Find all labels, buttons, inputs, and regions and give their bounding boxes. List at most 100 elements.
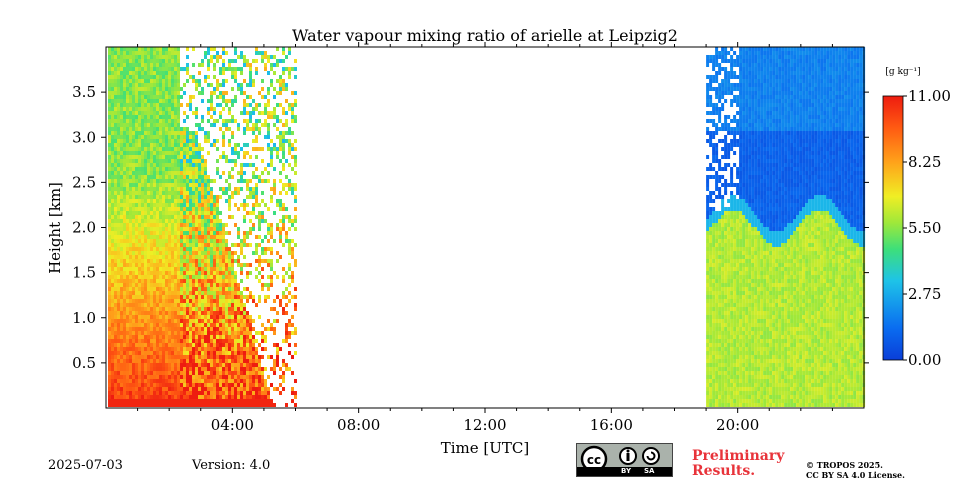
heatmap-cell	[288, 219, 291, 223]
heatmap-cell	[733, 87, 737, 91]
heatmap-cell	[117, 371, 120, 375]
heatmap-cell	[159, 111, 162, 115]
heatmap-cell	[706, 179, 710, 183]
heatmap-cell	[108, 75, 111, 79]
heatmap-cell	[198, 391, 201, 395]
heatmap-cell	[237, 359, 240, 363]
heatmap-cell	[165, 219, 168, 223]
heatmap-cell	[171, 307, 174, 311]
heatmap-cell	[222, 331, 225, 335]
heatmap-cell	[276, 295, 279, 299]
heatmap-cell	[174, 279, 177, 283]
heatmap-cell	[246, 315, 249, 319]
heatmap-cell	[216, 303, 219, 307]
heatmap-cell	[183, 287, 186, 291]
heatmap-cell	[201, 307, 204, 311]
heatmap-cell	[165, 331, 168, 335]
heatmap-cell	[177, 203, 180, 207]
heatmap-cell	[192, 95, 195, 99]
heatmap-cell	[213, 359, 216, 363]
heatmap-cell	[721, 95, 725, 99]
heatmap-cell	[192, 227, 195, 231]
heatmap-cell	[150, 123, 153, 127]
heatmap-cell	[120, 223, 123, 227]
heatmap-cell	[279, 227, 282, 231]
heatmap-cell	[712, 383, 716, 387]
heatmap-cell	[135, 263, 138, 267]
heatmap-cell	[126, 75, 129, 79]
heatmap-cell	[111, 375, 114, 379]
heatmap-cell	[108, 155, 111, 159]
heatmap-cell	[261, 159, 264, 163]
heatmap-cell	[727, 283, 731, 287]
heatmap-cell	[273, 111, 276, 115]
heatmap-cell	[138, 203, 141, 207]
heatmap-cell	[117, 259, 120, 263]
heatmap-cell	[255, 363, 258, 367]
heatmap-cell	[174, 87, 177, 91]
heatmap-cell	[216, 171, 219, 175]
heatmap-cell	[165, 207, 168, 211]
heatmap-cell	[201, 119, 204, 123]
heatmap-cell	[111, 279, 114, 283]
heatmap-cell	[718, 163, 722, 167]
heatmap-cell	[111, 371, 114, 375]
heatmap-cell	[120, 143, 123, 147]
heatmap-cell	[108, 283, 111, 287]
heatmap-cell	[201, 347, 204, 351]
heatmap-cell	[123, 387, 126, 391]
heatmap-cell	[111, 67, 114, 71]
heatmap-cell	[144, 59, 147, 63]
heatmap-cell	[219, 211, 222, 215]
heatmap-cell	[111, 71, 114, 75]
heatmap-cell	[282, 215, 285, 219]
heatmap-cell	[219, 55, 222, 59]
heatmap-cell	[120, 195, 123, 199]
heatmap-cell	[174, 219, 177, 223]
heatmap-cell	[261, 79, 264, 83]
heatmap-cell	[180, 319, 183, 323]
heatmap-cell	[294, 303, 297, 307]
heatmap-cell	[231, 359, 234, 363]
heatmap-cell	[159, 355, 162, 359]
heatmap-cell	[138, 147, 141, 151]
heatmap-cell	[706, 371, 710, 375]
heatmap-cell	[168, 147, 171, 151]
heatmap-cell	[712, 323, 716, 327]
heatmap-cell	[156, 131, 159, 135]
heatmap-cell	[715, 367, 719, 371]
heatmap-cell	[135, 111, 138, 115]
heatmap-cell	[168, 291, 171, 295]
heatmap-cell	[165, 327, 168, 331]
heatmap-cell	[709, 135, 713, 139]
heatmap-cell	[159, 275, 162, 279]
heatmap-cell	[261, 55, 264, 59]
heatmap-cell	[165, 319, 168, 323]
heatmap-cell	[249, 211, 252, 215]
heatmap-cell	[228, 63, 231, 67]
heatmap-cell	[712, 343, 716, 347]
heatmap-cell	[150, 327, 153, 331]
heatmap-cell	[270, 199, 273, 203]
heatmap-cell	[240, 395, 243, 399]
heatmap-cell	[132, 71, 135, 75]
heatmap-cell	[279, 87, 282, 91]
heatmap-cell	[189, 155, 192, 159]
heatmap-cell	[174, 71, 177, 75]
heatmap-cell	[216, 387, 219, 391]
heatmap-cell	[120, 283, 123, 287]
heatmap-cell	[123, 47, 126, 51]
heatmap-cell	[192, 271, 195, 275]
heatmap-cell	[150, 227, 153, 231]
heatmap-cell	[282, 207, 285, 211]
heatmap-cell	[216, 219, 219, 223]
heatmap-cell	[706, 295, 710, 299]
heatmap-cell	[198, 151, 201, 155]
heatmap-cell	[132, 219, 135, 223]
heatmap-cell	[129, 215, 132, 219]
heatmap-cell	[240, 363, 243, 367]
heatmap-cell	[174, 247, 177, 251]
heatmap-cell	[216, 311, 219, 315]
heatmap-cell	[246, 323, 249, 327]
heatmap-cell	[108, 223, 111, 227]
